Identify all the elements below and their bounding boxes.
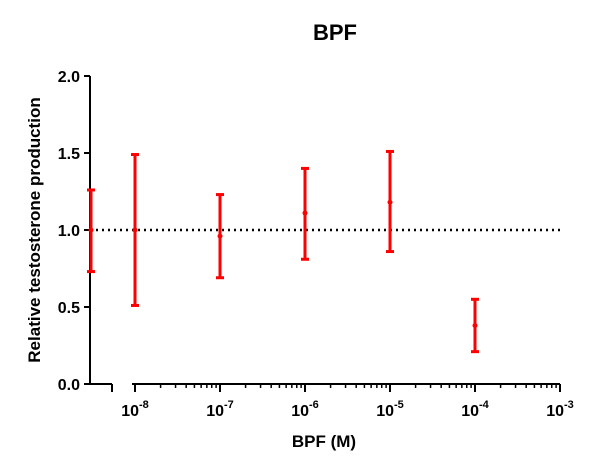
x-tick-label: 10-7 — [206, 399, 234, 420]
mean-point — [302, 210, 308, 216]
mean-point — [472, 322, 478, 328]
y-tick-label: 1.0 — [58, 223, 80, 240]
mean-point — [88, 227, 94, 233]
data-point — [386, 149, 394, 254]
data-marks — [87, 149, 479, 354]
mean-point — [217, 233, 223, 239]
y-axis-label: Relative testosterone production — [25, 97, 44, 362]
data-point — [87, 188, 95, 274]
mean-point — [387, 199, 393, 205]
data-point — [471, 297, 479, 354]
x-tick-label: 10-5 — [376, 399, 404, 420]
data-point — [131, 153, 139, 307]
x-tick-label: 10-3 — [546, 399, 574, 420]
y-tick-label: 1.5 — [58, 146, 80, 163]
x-tick-label: 10-6 — [291, 399, 319, 420]
x-axis-label: BPF (M) — [292, 432, 356, 451]
data-point — [301, 166, 309, 261]
y-tick-label: 0.5 — [58, 300, 80, 317]
y-tick-label: 0.0 — [58, 377, 80, 394]
chart-title: BPF — [313, 20, 357, 45]
mean-point — [132, 227, 138, 233]
axes: 0.0 0.5 1.0 1.5 2.0 10-8 10-7 10-6 10-5 10-4 10-3 — [58, 69, 574, 420]
data-point — [216, 193, 224, 280]
x-tick-label: 10-8 — [121, 399, 149, 420]
y-tick-label: 2.0 — [58, 69, 80, 86]
x-tick-label: 10-4 — [461, 399, 489, 420]
